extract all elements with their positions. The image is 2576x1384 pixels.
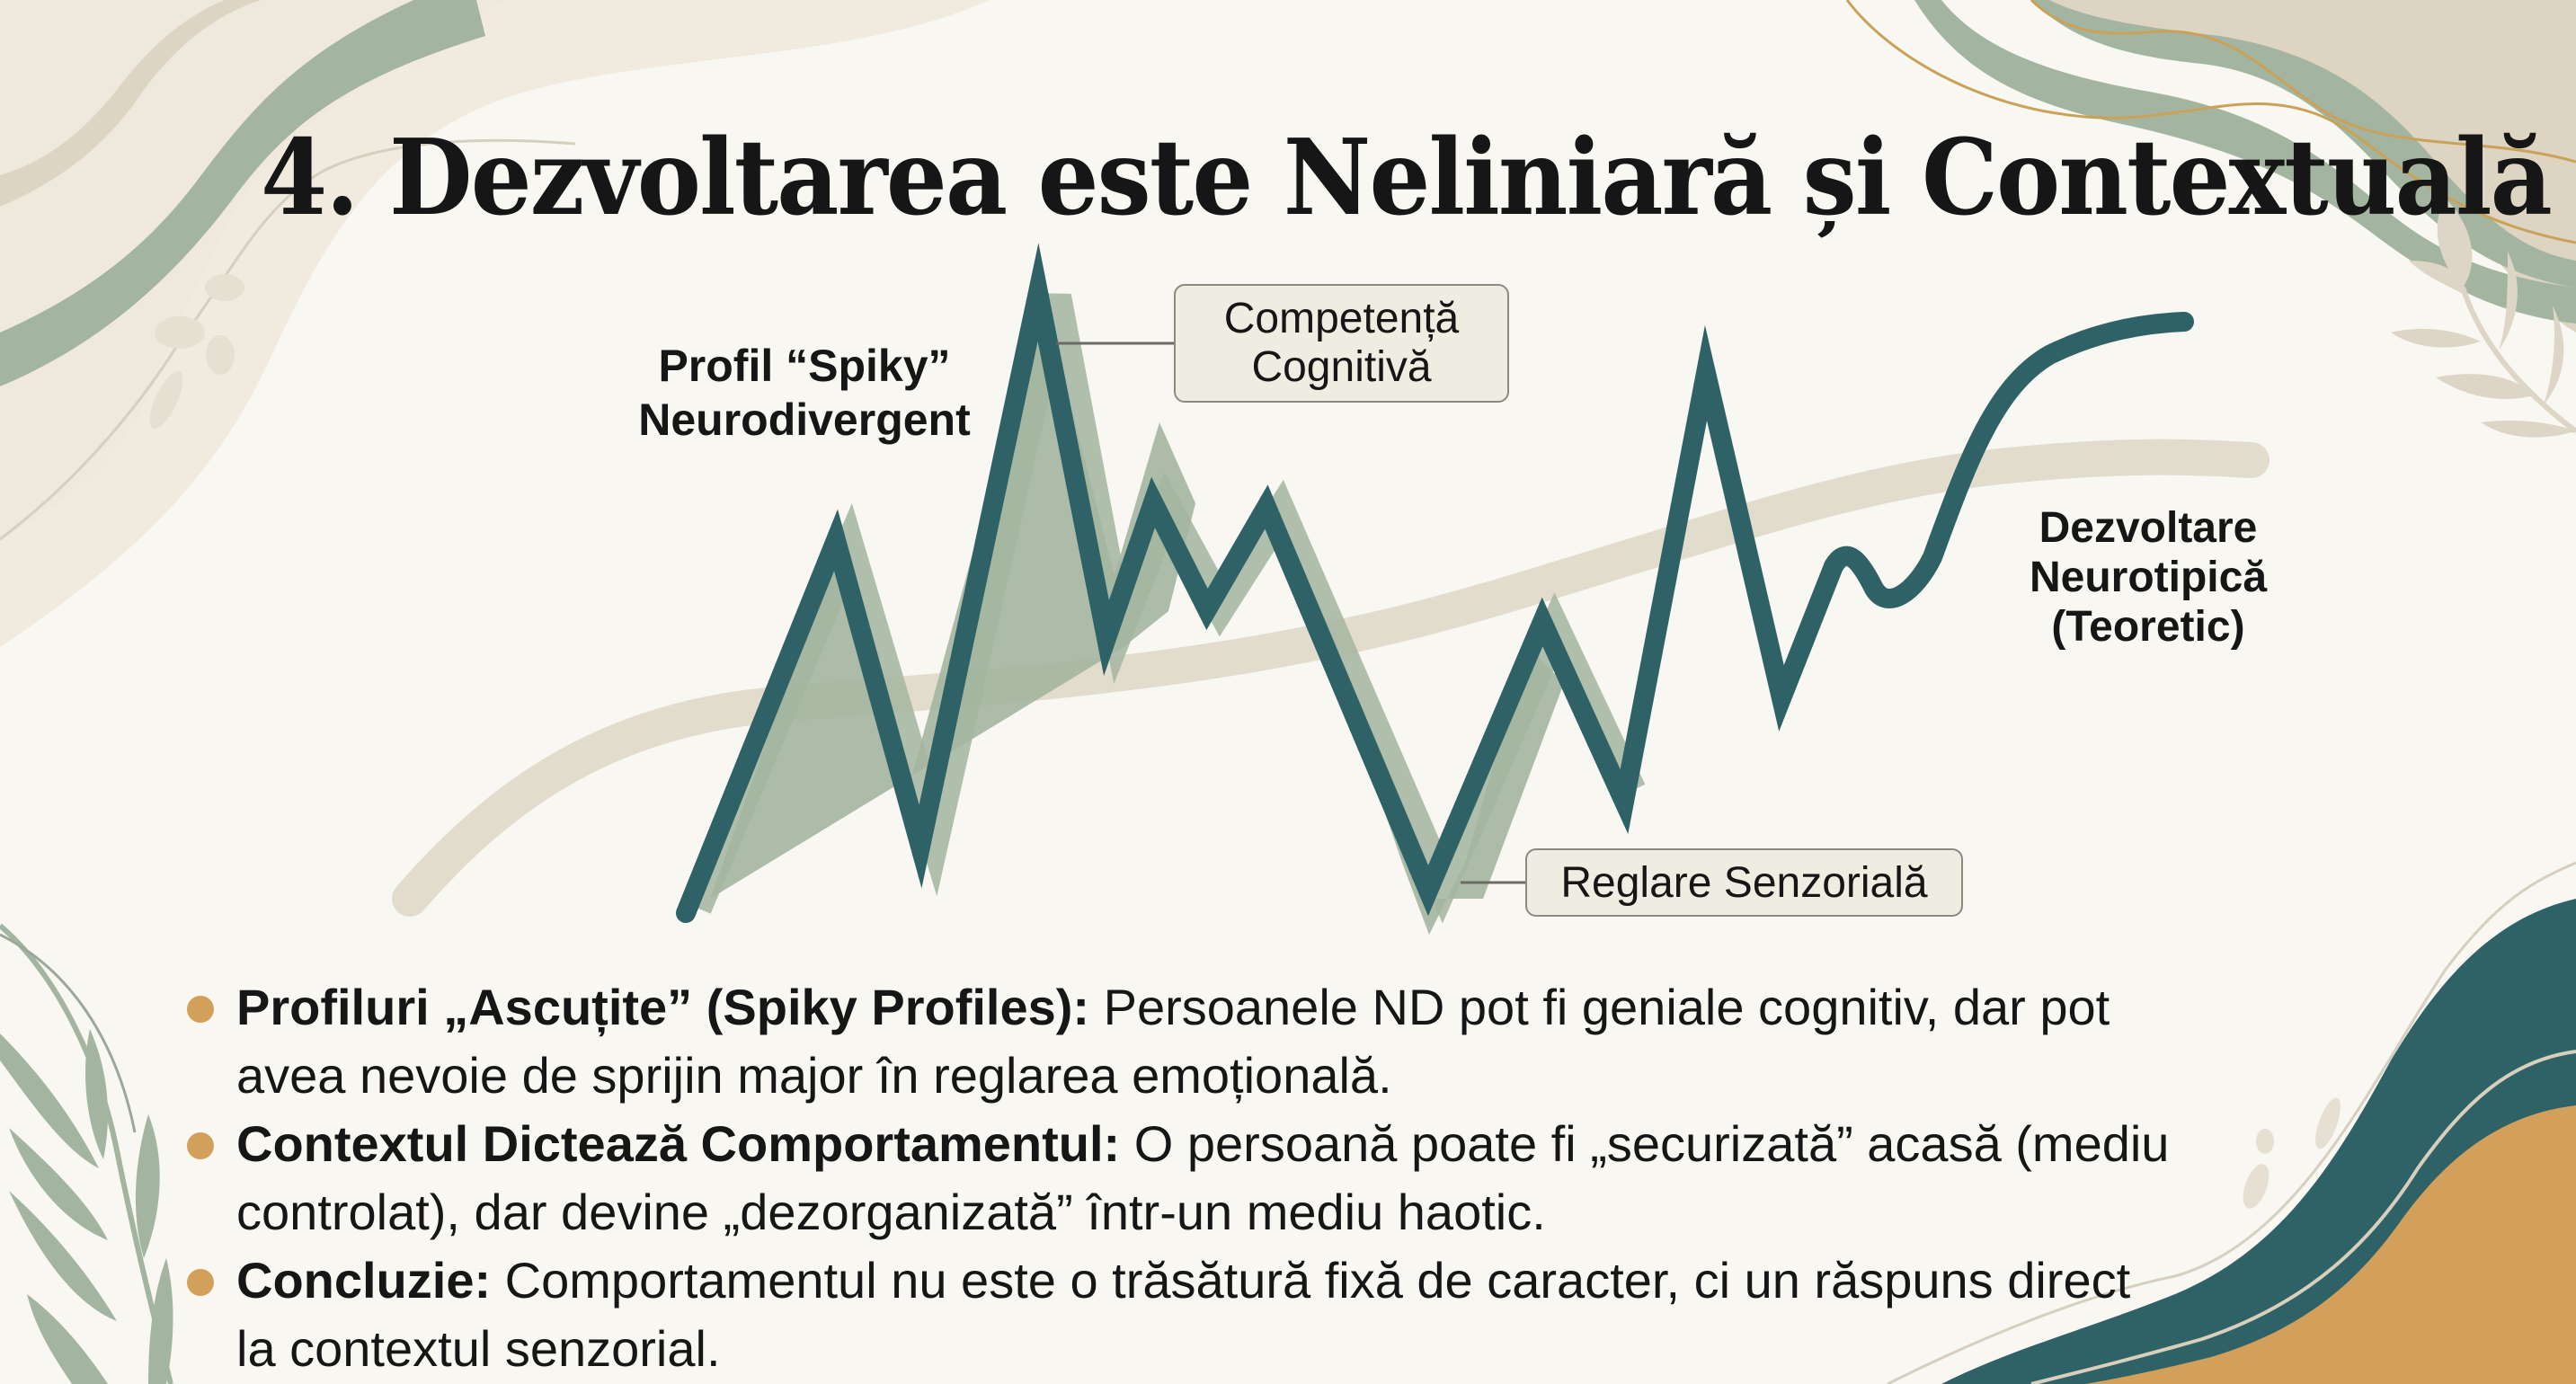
bullet-line-1: Profiluri „Ascuțite” (Spiky Profiles): P… <box>236 973 2341 1042</box>
leaf-sprig-top-right <box>2391 198 2576 438</box>
neurotypical-label-line1: Dezvoltare <box>2039 504 2258 552</box>
top-right-sage-band <box>1914 0 2576 324</box>
dot-decoration <box>206 335 235 375</box>
bullet-dot-icon <box>187 1269 214 1296</box>
leaf-branch-bottom-left <box>0 923 173 1384</box>
bullet-text: O persoană poate fi „securizată” acasă (… <box>1120 1115 2170 1172</box>
bullet-text: Persoanele ND pot fi geniale cognitiv, d… <box>1089 979 2110 1035</box>
neurotypical-label-line3: (Teoretic) <box>2051 603 2245 651</box>
bullet-list: Profiluri „Ascuțite” (Spiky Profiles): P… <box>184 973 2341 1383</box>
bullet-item: Profiluri „Ascuțite” (Spiky Profiles): P… <box>184 973 2341 1110</box>
spiky-label-line1: Profil “Spiky” <box>658 341 951 391</box>
spiky-profile-label: Profil “Spiky” Neurodivergent <box>620 339 989 447</box>
callout-cognitive-line2: Cognitivă <box>1251 343 1432 391</box>
top-left-sage-stroke <box>0 0 485 386</box>
spiky-profile-line <box>676 243 2194 923</box>
top-right-gold-line-2 <box>2030 0 2576 164</box>
dot-decoration <box>205 274 244 301</box>
bottom-right-gold-wave <box>2085 1105 2576 1384</box>
dot-decoration <box>2243 1164 2270 1209</box>
bullet-dot-icon <box>187 1132 214 1159</box>
bullet-line-2: avea nevoie de sprijin major în reglarea… <box>236 1047 1392 1104</box>
bullet-dot-icon <box>187 996 214 1023</box>
callout-sensory-regulation: Reglare Senzorială <box>1525 848 1963 917</box>
bullet-heading: Concluzie: <box>236 1252 492 1309</box>
callout-cognitive-competence: Competență Cognitivă <box>1174 284 1509 403</box>
callout-cognitive-line1: Competență <box>1223 295 1460 342</box>
top-left-beige-brush <box>0 0 261 207</box>
bottom-right-thin-line <box>1887 861 2576 1384</box>
bullet-item: Contextul Dictează Comportamentul: O per… <box>184 1110 2341 1246</box>
bullet-item: Concluzie: Comportamentul nu este o trăs… <box>184 1246 2341 1383</box>
bottom-right-cream-line <box>2030 1050 2576 1384</box>
bullet-line-2: la contextul senzorial. <box>236 1320 721 1377</box>
bullet-text: Comportamentul nu este o trăsătură fixă … <box>491 1252 2131 1309</box>
bullet-heading: Contextul Dictează Comportamentul: <box>236 1115 1121 1172</box>
dot-decoration <box>2315 1097 2341 1149</box>
spiky-label-line2: Neurodivergent <box>638 395 971 445</box>
bullet-heading: Profiluri „Ascuțite” (Spiky Profiles): <box>236 979 1090 1035</box>
bullet-line-2: controlat), dar devine „dezorganizată” î… <box>236 1184 1546 1240</box>
neurotypical-label-line2: Neurotipică <box>2029 554 2268 601</box>
bullet-line-1: Contextul Dictează Comportamentul: O per… <box>236 1110 2341 1178</box>
neurotypical-label: Dezvoltare Neurotipică (Teoretic) <box>1986 503 2310 652</box>
top-right-beige-shape <box>2031 0 2576 333</box>
dot-decoration <box>155 316 205 349</box>
dot-decoration <box>149 370 183 430</box>
callout-sensory-text: Reglare Senzorială <box>1560 859 1928 907</box>
top-left-thin-line <box>0 138 576 541</box>
dot-decoration <box>2256 1129 2274 1154</box>
bullet-line-1: Concluzie: Comportamentul nu este o trăs… <box>236 1246 2341 1315</box>
top-right-gold-line <box>1845 0 2576 244</box>
neurotypical-trend-band <box>392 439 2270 917</box>
bottom-left-thin-line <box>0 933 137 1133</box>
